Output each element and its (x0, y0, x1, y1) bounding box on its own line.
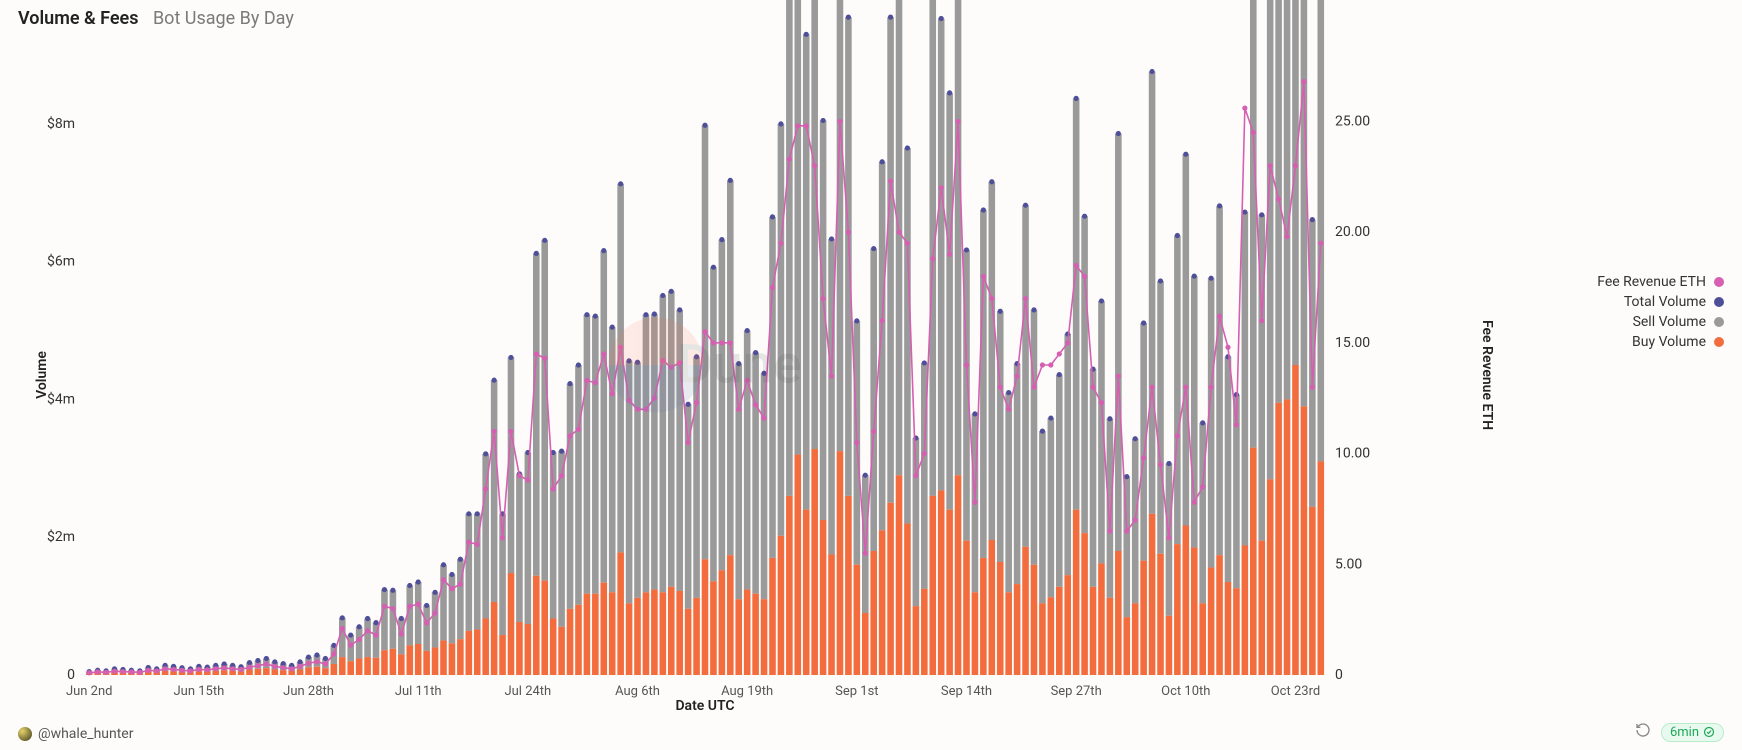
svg-text:$2m: $2m (47, 528, 75, 545)
clock-check-icon (1703, 726, 1715, 738)
svg-text:$4m: $4m (47, 390, 75, 407)
svg-text:0: 0 (1335, 667, 1343, 683)
legend-dot-icon (1714, 317, 1724, 327)
legend-item[interactable]: Fee Revenue ETH (1554, 274, 1724, 290)
data-age-badge[interactable]: 6min (1661, 723, 1724, 742)
chart-svg: 0$2m$4m$6m$8m05.0010.0015.0020.0025.00Ju… (85, 55, 1325, 675)
svg-text:20.00: 20.00 (1335, 224, 1370, 240)
author-link[interactable]: @whale_hunter (18, 726, 133, 742)
svg-text:Sep 14th: Sep 14th (941, 684, 992, 699)
legend-label: Total Volume (1624, 294, 1706, 310)
svg-text:$6m: $6m (47, 253, 75, 270)
legend-label: Buy Volume (1632, 334, 1706, 350)
y-axis-right-label: Fee Revenue ETH (1479, 320, 1495, 430)
footer-right: 6min (1635, 722, 1724, 742)
legend-dot-icon (1714, 277, 1724, 287)
author-avatar-icon (18, 727, 32, 741)
svg-text:Jun 28th: Jun 28th (283, 684, 334, 699)
legend-item[interactable]: Sell Volume (1554, 314, 1724, 330)
svg-text:Sep 1st: Sep 1st (835, 684, 878, 699)
svg-text:10.00: 10.00 (1335, 446, 1370, 462)
author-handle: @whale_hunter (38, 726, 133, 742)
svg-text:5.00: 5.00 (1335, 556, 1362, 572)
svg-text:Aug 19th: Aug 19th (721, 684, 773, 699)
svg-text:Jul 24th: Jul 24th (504, 684, 551, 699)
svg-text:Jul 11th: Jul 11th (395, 684, 442, 699)
chart-container: Volume & Fees Bot Usage By Day Volume Fe… (0, 0, 1742, 750)
legend-dot-icon (1714, 297, 1724, 307)
legend-item[interactable]: Total Volume (1554, 294, 1724, 310)
svg-text:Jun 2nd: Jun 2nd (66, 684, 113, 699)
svg-text:Aug 6th: Aug 6th (615, 684, 660, 699)
legend-label: Sell Volume (1633, 314, 1706, 330)
svg-text:Jun 15th: Jun 15th (173, 684, 224, 699)
legend: Fee Revenue ETH Total Volume Sell Volume Bu… (1554, 270, 1724, 354)
plot-area[interactable]: Dune 0$2m$4m$6m$8m05.0010.0015.0020.0025… (85, 55, 1325, 675)
x-axis-label: Date UTC (85, 698, 1325, 714)
refresh-button[interactable] (1635, 722, 1651, 742)
svg-text:25.00: 25.00 (1335, 113, 1370, 129)
legend-label: Fee Revenue ETH (1597, 274, 1706, 290)
chart-header: Volume & Fees Bot Usage By Day (18, 8, 294, 29)
svg-text:Oct 10th: Oct 10th (1161, 684, 1210, 699)
chart-title: Volume & Fees (18, 8, 139, 29)
refresh-icon (1635, 722, 1651, 738)
svg-text:$8m: $8m (47, 115, 75, 132)
chart-subtitle: Bot Usage By Day (153, 8, 294, 29)
svg-text:Oct 23rd: Oct 23rd (1271, 684, 1320, 699)
svg-text:0: 0 (67, 667, 75, 683)
age-text: 6min (1670, 725, 1699, 740)
legend-dot-icon (1714, 337, 1724, 347)
svg-text:15.00: 15.00 (1335, 335, 1370, 351)
legend-item[interactable]: Buy Volume (1554, 334, 1724, 350)
svg-text:Sep 27th: Sep 27th (1051, 684, 1102, 699)
